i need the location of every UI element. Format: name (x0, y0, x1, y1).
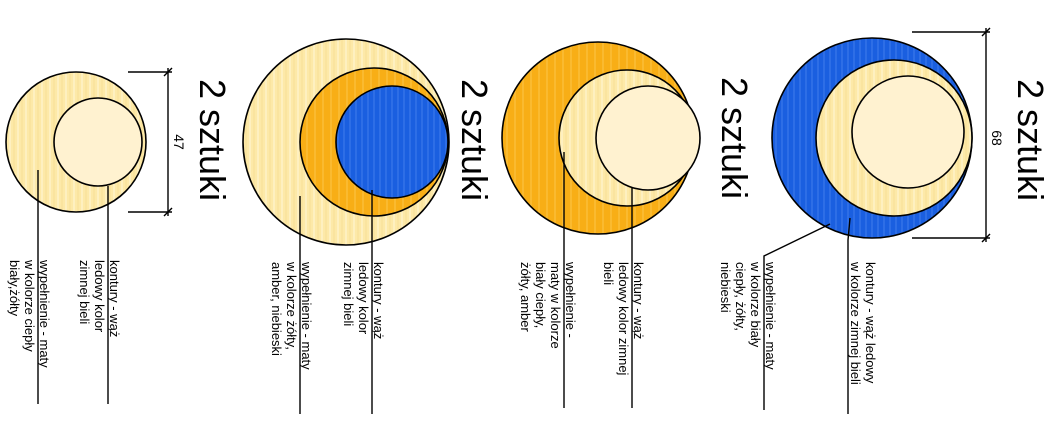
d4-dimension-text: 68 (989, 130, 1005, 146)
d3-inner-circle (595, 85, 701, 191)
design-3: 2 sztuki kontury - wąż ledowy kolor zimn… (501, 41, 755, 408)
d4-label-fill: wypełnienie - maty w kolorze biały ciepł… (718, 261, 778, 373)
d3-label-fill: wypełnienie - maty w kolorze biały ciepł… (518, 261, 578, 352)
d4-quantity: 2 sztuki (1010, 79, 1049, 201)
d4-label-contours: kontury - wąż ledowy w kolorze zimnej bi… (848, 261, 878, 387)
d3-label-contours: kontury - wąż ledowy kolor zimnej bieli (601, 262, 646, 379)
design-1: 47 2 sztuki kontury - wąż ledowy kolor z… (5, 67, 233, 404)
d2-inner-circle (335, 85, 449, 199)
d3-quantity: 2 sztuki (714, 77, 755, 199)
d2-quantity: 2 sztuki (454, 79, 495, 201)
d2-label-fill: wypełnienie - maty w kolorze żółty, ambe… (269, 261, 314, 373)
d1-label-contours: kontury - wąż ledowy kolor zimnej bieli (77, 260, 122, 341)
d2-label-contours: kontury - wąż ledowy kolor zimnej bieli (341, 262, 386, 343)
d1-inner-circle (53, 97, 143, 187)
d4-inner-circle (851, 75, 965, 189)
d1-dimension-text: 47 (171, 134, 187, 150)
d1-label-fill: wypełnienie - maty w kolorze ciepły biał… (7, 259, 52, 371)
d1-dimension: 47 (128, 67, 187, 217)
d1-quantity: 2 sztuki (192, 79, 233, 201)
d4-dimension: 68 (912, 27, 1005, 243)
design-4: 68 2 sztuki kontury - wąż ledowy w kolor… (718, 27, 1049, 414)
design-2: 2 sztuki kontury - wąż ledowy kolor zimn… (242, 38, 495, 414)
